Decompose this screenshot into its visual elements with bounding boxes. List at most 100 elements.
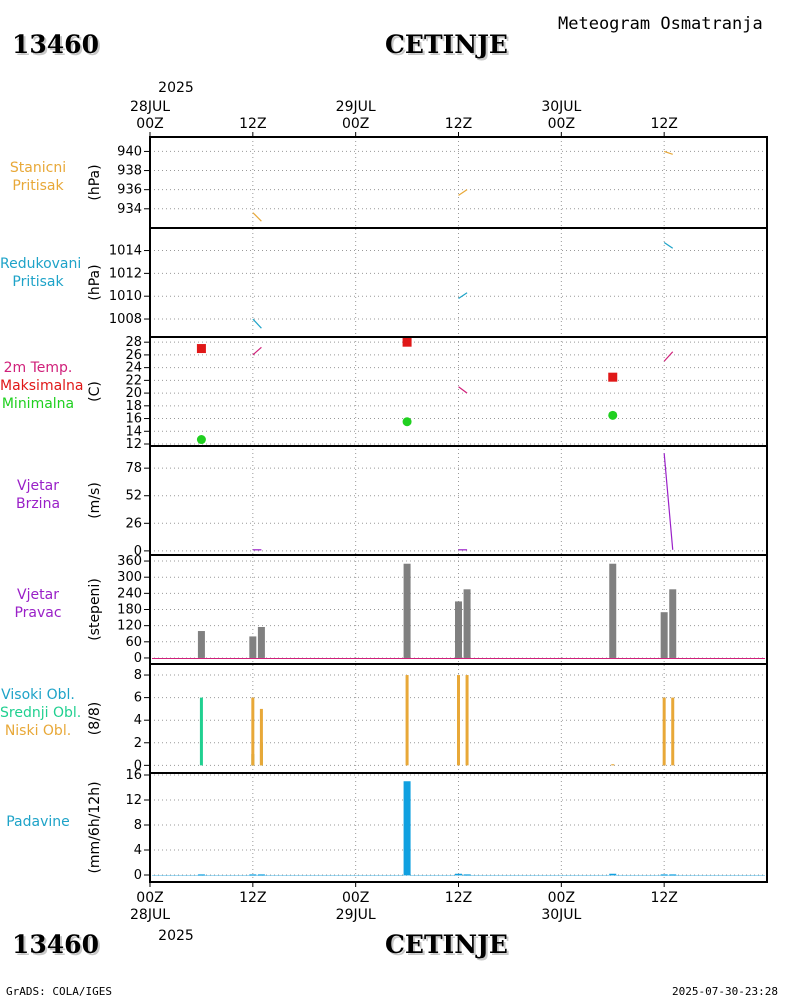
chart-title: Meteogram Osmatranja xyxy=(558,14,763,34)
min-temp-point xyxy=(196,435,206,445)
panel-frame xyxy=(149,136,768,229)
bar-mark xyxy=(259,708,263,766)
time-label-top: 12Z xyxy=(445,116,472,132)
unit-label: (C) xyxy=(87,381,103,402)
y-tick-label: 78 xyxy=(125,461,142,476)
station-name: CETINJE xyxy=(385,30,508,59)
panel-label-line: Brzina xyxy=(15,495,61,512)
axis-layer: 934 936 938 940 (hPa) 1008 1010 1012 1014 (hPa) 12… xyxy=(87,99,678,923)
y-tick-label: 240 xyxy=(117,586,142,601)
frame-layer xyxy=(149,136,768,883)
panel-label-line: Niski Obl. xyxy=(4,722,72,739)
bottom-year-label: 2025 xyxy=(158,928,194,944)
time-label-bottom: 12Z xyxy=(445,890,472,906)
time-label-top: 30JUL xyxy=(541,99,581,115)
time-label-top: 12Z xyxy=(650,116,677,132)
line-segment xyxy=(252,346,262,356)
bar-mark xyxy=(257,627,265,658)
y-tick-label: 8 xyxy=(134,668,142,683)
bar-mark xyxy=(403,781,411,875)
unit-label: (hPa) xyxy=(87,264,103,300)
y-tick-label: 8 xyxy=(134,818,142,833)
panel-label-line: Vjetar xyxy=(17,586,59,603)
panel-label-line: Visoki Obl. xyxy=(1,686,75,703)
panel-label-line: Padavine xyxy=(6,813,70,830)
y-tick-label: 4 xyxy=(134,843,142,858)
bar-mark xyxy=(251,697,255,766)
panel-label-line: Redukovani xyxy=(0,255,82,272)
y-tick-label: 28 xyxy=(125,335,142,350)
panel-label-p2: Redukovani Pritisak xyxy=(0,255,82,291)
y-tick-label: 1014 xyxy=(109,244,142,259)
y-tick-label: 1010 xyxy=(109,289,142,304)
y-tick-label: 300 xyxy=(117,570,142,585)
line-segment xyxy=(252,318,262,329)
y-tick-label: 6 xyxy=(134,691,142,706)
y-tick-label: 26 xyxy=(125,348,142,363)
timestamp-text: 2025-07-30-23:28 xyxy=(672,985,778,998)
panel-label-p4: Vjetar Brzina xyxy=(0,477,76,513)
credit-text: GrADS: COLA/IGES xyxy=(6,985,112,998)
max-temp-point xyxy=(608,372,618,382)
y-tick-label: 60 xyxy=(125,635,142,650)
y-tick-label: 120 xyxy=(117,619,142,634)
unit-label: (stepeni) xyxy=(87,578,103,641)
time-label-bottom: 28JUL xyxy=(130,907,170,923)
bar-mark xyxy=(249,874,257,876)
y-tick-label: 936 xyxy=(117,183,142,198)
bar-mark xyxy=(249,636,257,658)
time-label-bottom: 12Z xyxy=(239,890,266,906)
y-tick-label: 16 xyxy=(125,412,142,427)
panel-label-line: Pritisak xyxy=(12,177,64,194)
panel-label-line: Srednji Obl. xyxy=(0,704,82,721)
unit-label: (m/s) xyxy=(87,482,103,519)
panel-label-line: Maksimalna xyxy=(0,377,84,394)
panel-label-p3: 2m Temp. Maksimalna Minimalna xyxy=(0,359,84,413)
y-tick-label: 0 xyxy=(134,868,142,883)
grid-layer xyxy=(149,137,767,882)
bar-mark xyxy=(405,675,409,766)
bar-mark xyxy=(197,631,205,658)
line-segment xyxy=(458,386,468,394)
bar-mark xyxy=(609,873,617,875)
bar-mark xyxy=(403,563,411,658)
bar-mark xyxy=(199,697,203,766)
panel-label-p5: Vjetar Pravac xyxy=(0,586,76,622)
y-tick-label: 0 xyxy=(134,544,142,559)
bar-mark xyxy=(609,563,617,658)
time-label-top: 00Z xyxy=(342,116,369,132)
line-segment xyxy=(252,212,262,222)
unit-label: (8/8) xyxy=(87,702,103,735)
data-layer xyxy=(152,150,765,876)
y-tick-label: 934 xyxy=(117,202,142,217)
y-tick-label: 1008 xyxy=(109,312,142,327)
y-tick-label: 2 xyxy=(134,736,142,751)
time-label-bottom: 00Z xyxy=(136,890,163,906)
time-label-bottom: 00Z xyxy=(342,890,369,906)
y-tick-label: 22 xyxy=(125,373,142,388)
panel-frame xyxy=(149,227,768,338)
bar-mark xyxy=(611,764,615,766)
time-label-top: 00Z xyxy=(548,116,575,132)
line-segment xyxy=(663,351,674,362)
y-tick-label: 1012 xyxy=(109,266,142,281)
bar-mark xyxy=(671,697,675,766)
panel-label-line: Stanicni xyxy=(9,159,67,176)
y-tick-label: 360 xyxy=(117,554,142,569)
bar-mark xyxy=(669,589,677,658)
panel-label-p6: Visoki Obl. Srednji Obl. Niski Obl. xyxy=(0,686,82,740)
max-temp-point xyxy=(402,337,412,347)
y-tick-label: 24 xyxy=(125,361,142,376)
time-label-top: 29JUL xyxy=(336,99,376,115)
y-tick-label: 52 xyxy=(125,489,142,504)
line-segment xyxy=(458,292,468,299)
min-temp-point xyxy=(608,410,618,420)
bar-mark xyxy=(463,589,471,658)
panel-frame xyxy=(149,445,768,556)
y-tick-label: 12 xyxy=(125,793,142,808)
y-tick-label: 180 xyxy=(117,603,142,618)
line-segment xyxy=(663,150,673,155)
unit-label: (hPa) xyxy=(87,164,103,200)
bar-mark xyxy=(669,874,677,876)
